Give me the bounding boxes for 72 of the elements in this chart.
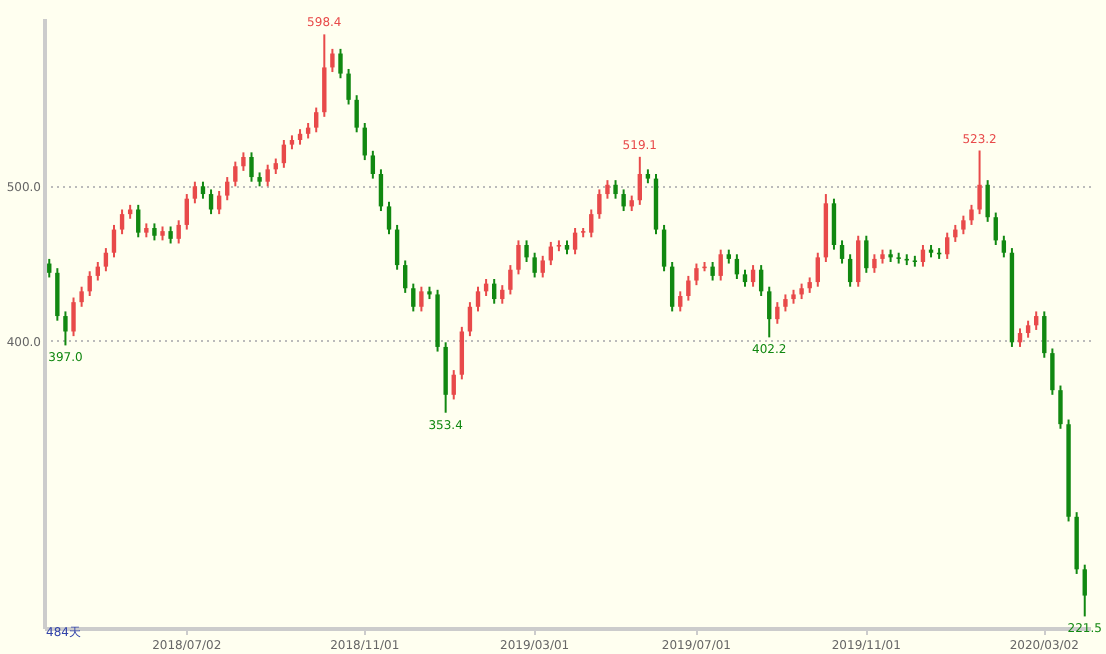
candlestick bbox=[839, 239, 845, 265]
candlestick bbox=[993, 211, 998, 247]
candlestick bbox=[613, 179, 618, 200]
candlestick bbox=[111, 223, 117, 259]
candlestick bbox=[386, 200, 392, 236]
candlestick bbox=[1050, 347, 1055, 396]
candlestick bbox=[451, 369, 456, 401]
candlestick bbox=[718, 248, 723, 282]
candlestick bbox=[669, 261, 675, 313]
candlestick bbox=[597, 188, 602, 220]
candlestick bbox=[79, 285, 84, 308]
candlestick bbox=[710, 261, 715, 282]
candlestick bbox=[1082, 563, 1087, 618]
candlestick bbox=[686, 274, 691, 302]
candlestick bbox=[1001, 234, 1007, 259]
candlestick bbox=[330, 47, 335, 74]
candlestick bbox=[443, 341, 448, 414]
candlestick bbox=[694, 262, 699, 287]
candlestick bbox=[184, 193, 189, 231]
candlestick bbox=[394, 223, 400, 271]
candlestick bbox=[532, 251, 537, 279]
candlestick bbox=[346, 67, 351, 106]
candlestick bbox=[678, 290, 683, 313]
candlestick bbox=[71, 296, 76, 338]
candlestick bbox=[314, 106, 319, 134]
candlestick bbox=[945, 231, 950, 260]
candlestick bbox=[119, 208, 125, 236]
candlestick bbox=[1042, 310, 1047, 359]
candlestick bbox=[969, 203, 974, 226]
candlestick bbox=[775, 301, 780, 325]
candlestick bbox=[508, 264, 513, 296]
candlestick bbox=[338, 47, 343, 80]
candlestick bbox=[661, 223, 667, 273]
candlestick bbox=[1058, 384, 1063, 430]
candlestick bbox=[225, 176, 230, 202]
candlestick bbox=[378, 168, 384, 213]
candlestick bbox=[815, 251, 820, 288]
candlestick bbox=[540, 254, 545, 279]
candlestick bbox=[872, 253, 877, 274]
candlestick bbox=[63, 310, 68, 347]
candlestick bbox=[985, 179, 990, 223]
candlestick bbox=[605, 179, 610, 200]
candlestick bbox=[767, 285, 772, 339]
candlestick bbox=[524, 239, 529, 263]
candlestick bbox=[192, 180, 198, 205]
candlestick bbox=[233, 160, 238, 188]
candlestick bbox=[637, 155, 643, 206]
candlestick bbox=[459, 325, 465, 381]
candlestick bbox=[55, 267, 60, 322]
candlestick bbox=[249, 151, 254, 183]
candlestick bbox=[475, 285, 481, 313]
candlestick bbox=[265, 163, 270, 188]
candlestick bbox=[516, 239, 521, 276]
candlestick bbox=[847, 253, 853, 288]
candlestick bbox=[419, 285, 424, 313]
candlestick bbox=[403, 259, 408, 294]
candlestick bbox=[621, 188, 626, 213]
candlestick bbox=[241, 151, 246, 172]
candlestick bbox=[322, 33, 327, 118]
candlestick bbox=[856, 234, 861, 288]
candlestick bbox=[961, 214, 966, 236]
candlestick bbox=[572, 227, 578, 256]
candlestick bbox=[354, 94, 359, 134]
candlestick bbox=[411, 282, 416, 313]
candlestick bbox=[136, 203, 141, 239]
candlestick bbox=[831, 197, 837, 251]
candlestick bbox=[370, 149, 376, 180]
candlestick bbox=[589, 208, 594, 239]
candlestick bbox=[103, 247, 109, 273]
candlestick bbox=[176, 219, 181, 245]
candlestick bbox=[977, 149, 982, 216]
candlestick bbox=[864, 234, 869, 274]
